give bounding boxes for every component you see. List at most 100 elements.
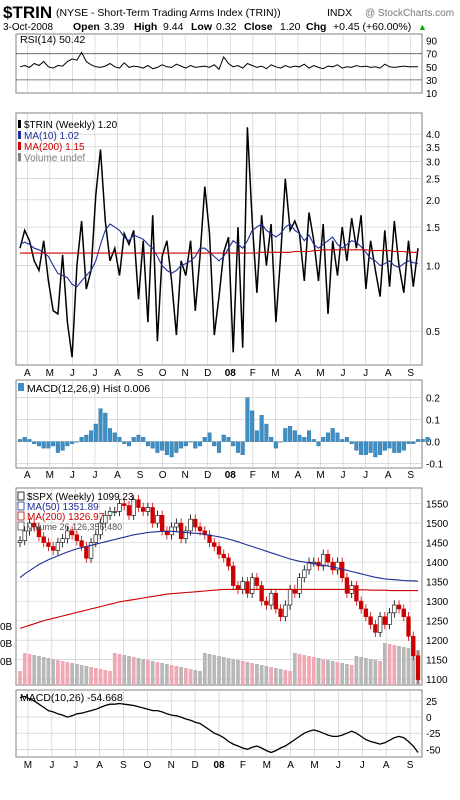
spx-volume-bar [127,656,131,685]
spx-volume-bar [165,664,169,685]
macd-hist-bar [145,441,150,447]
spx-candle-body [235,585,241,590]
spx-volume-bar [193,670,198,685]
spx-candle-body [36,526,42,538]
rsi-line [19,51,418,71]
watermark: @ StockCharts.com [365,8,454,19]
macd-hist-bar [108,428,113,442]
macd-hist-legend-swatch [18,383,24,391]
spx-volume-bar [74,664,79,685]
spx-candle-body [69,530,75,536]
macd-hist-bar [122,441,127,444]
spx-volume-bar [212,655,217,685]
macd-hist-y-tick-label: 0.2 [426,394,440,405]
top-x-tick-label: M [316,368,324,379]
spx-legend-label: Volume 26,126,356,480 [27,522,122,532]
spx-candle-body [387,612,392,625]
macd-hist-bar [136,434,141,442]
spx-legend-label: MA(50) 1351.89 [27,502,99,513]
spx-candle-body [207,534,212,543]
macd-hist-bar [397,441,402,453]
macd-hist-bar [169,441,174,458]
spx-macd-legend: MACD(10,26) -54.668 [20,692,123,704]
spx-volume-bar [188,669,193,685]
spx-candle-body [103,515,108,524]
macd-hist-y-tick-label: 0.1 [426,416,440,427]
rsi-legend: RSI(14) 50.42 [20,34,86,46]
macd-hist-bar [231,441,236,447]
spx-candle-body [74,534,80,541]
macd-hist-bar [141,437,146,442]
trin-y-tick-label: 1.5 [426,223,440,234]
spx-volume-bar [401,647,406,685]
spx-volume-tick-label: 0B [0,639,13,650]
macd-hist-bar [406,441,411,444]
macd-hist-bar [150,441,155,449]
trin-y-tick-label: 2.0 [426,196,440,207]
macd-hist-bar [288,426,293,442]
top-x-tick-label: J [341,368,346,379]
spx-volume-bar [150,661,155,685]
spx-candle-body [17,540,23,543]
macd-hist-bar [302,437,307,442]
trin-legend-label: MA(200) 1.15 [24,142,85,153]
spx-volume-bar [217,656,221,685]
macd-hist-bar [70,441,75,444]
macd-hist-bar [112,432,117,442]
spx-candle-body [358,600,364,610]
top-x-tick-label: A [385,368,392,379]
spx-candle-body [354,585,359,602]
macd-hist-bar [36,441,41,447]
macd-hist-bar [207,432,212,442]
top-x-tick-label: J [363,470,368,481]
macd-hist-bar [273,441,278,449]
bottom-x-tick-label: F [240,760,246,771]
spx-volume-bar [65,662,70,685]
macd-hist-bar [254,430,259,442]
spx-candle-body [245,581,250,594]
spx-candle-body [98,522,103,536]
macd-hist-bar [65,441,70,447]
low-label: Low [191,21,213,33]
spx-candle-body [27,522,32,532]
spx-macd-y-tick-label: 0 [426,713,432,724]
bottom-x-tick-label: A [383,760,390,771]
macd-hist-bar [131,437,136,442]
top-x-tick-label: J [341,470,346,481]
spx-candle-body [193,518,198,528]
top-x-tick-label: O [159,368,167,379]
top-x-tick-label: S [407,470,414,481]
macd-hist-bar [344,437,349,442]
spx-volume-bar [146,660,150,685]
macd-hist-bar [325,432,330,442]
spx-candle-body [406,616,411,637]
spx-volume-bar [84,666,89,685]
trin-legend-swatch [18,153,21,161]
spx-candle-body [212,542,217,547]
spx-volume-bar [174,666,179,685]
top-x-tick-label: F [250,470,256,481]
spx-volume-bar [292,653,297,685]
spx-candle-body [368,616,373,625]
spx-candle-body [363,608,369,618]
spx-volume-bar [368,659,373,685]
spx-volume-bar [51,659,56,685]
rsi-y-tick-label: 30 [426,76,438,87]
spx-volume-bar [179,667,183,685]
spx-candle-body [183,530,189,540]
macd-hist-bar [84,434,89,442]
macd-hist-bar [264,423,269,442]
spx-volume-bar [226,658,231,685]
spx-volume-bar [207,654,212,685]
bottom-x-tick-label: M [263,760,271,771]
spx-volume-bar [364,658,368,685]
spx-candle-body [302,569,307,579]
macd-hist-bar [382,441,387,451]
macd-hist-bar [193,441,198,449]
spx-volume-bar [283,670,288,685]
spx-volume-bar [183,668,188,685]
trin-series-line-2 [20,249,418,254]
spx-candle-body [117,503,122,512]
macd-hist-bar [278,441,283,443]
macd-hist-y-tick-label: -0.1 [426,460,444,471]
